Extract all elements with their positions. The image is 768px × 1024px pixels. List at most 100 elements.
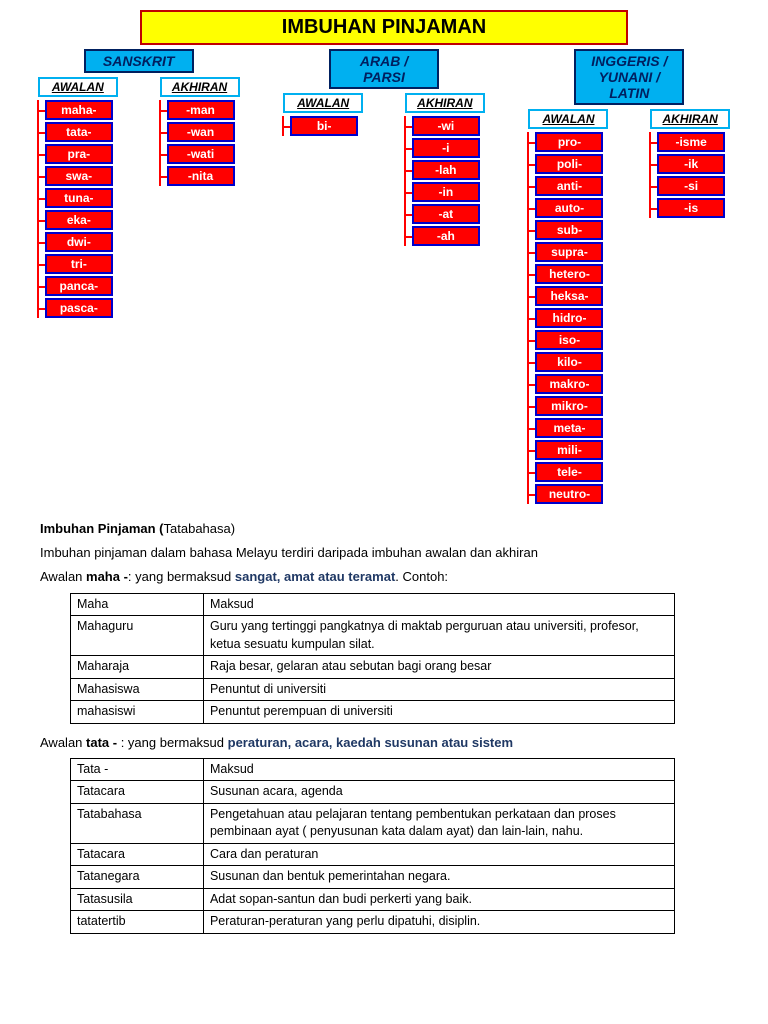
table-row: Tata -Maksud bbox=[71, 758, 675, 781]
table-cell: Guru yang tertinggi pangkatnya di maktab… bbox=[203, 616, 674, 656]
table-row: MahasiswaPenuntut di universiti bbox=[71, 678, 675, 701]
table-row: MaharajaRaja besar, gelaran atau sebutan… bbox=[71, 656, 675, 679]
intro-text: Imbuhan pinjaman dalam bahasa Melayu ter… bbox=[40, 544, 728, 562]
table-cell: Pengetahuan atau pelajaran tentang pembe… bbox=[203, 803, 674, 843]
table-cell: Tatacara bbox=[71, 843, 204, 866]
tata-table: Tata -MaksudTatacaraSusunan acara, agend… bbox=[70, 758, 675, 934]
affix-item: -i bbox=[412, 138, 480, 158]
language-box: INGGERIS /YUNANI /LATIN bbox=[574, 49, 684, 105]
affix-item: poli- bbox=[535, 154, 603, 174]
affix-item: -wati bbox=[167, 144, 235, 164]
chart-title: IMBUHAN PINJAMAN bbox=[140, 10, 628, 45]
affix-item: -is bbox=[657, 198, 725, 218]
subgroup: AWALAN pro-poli-anti-auto-sub-supra-heter… bbox=[511, 109, 627, 504]
table-row: TatasusilaAdat sopan-santun dan budi per… bbox=[71, 888, 675, 911]
subgroup-label: AKHIRAN bbox=[160, 77, 240, 97]
affix-item: -isme bbox=[657, 132, 725, 152]
affix-item: pasca- bbox=[45, 298, 113, 318]
language-box: ARAB /PARSI bbox=[329, 49, 439, 89]
maha-table: MahaMaksudMahaguruGuru yang tertinggi pa… bbox=[70, 593, 675, 724]
affix-item: tri- bbox=[45, 254, 113, 274]
affix-item: pra- bbox=[45, 144, 113, 164]
table-cell: Maksud bbox=[203, 593, 674, 616]
subgroup-label: AWALAN bbox=[283, 93, 363, 113]
table-row: mahasiswiPenuntut perempuan di universit… bbox=[71, 701, 675, 724]
affix-item: hetero- bbox=[535, 264, 603, 284]
affix-item: mikro- bbox=[535, 396, 603, 416]
affix-item: supra- bbox=[535, 242, 603, 262]
table-cell: Mahasiswa bbox=[71, 678, 204, 701]
affix-item: -ah bbox=[412, 226, 480, 246]
affix-item: -wi bbox=[412, 116, 480, 136]
affix-item: -si bbox=[657, 176, 725, 196]
affix-item: pro- bbox=[535, 132, 603, 152]
table-row: MahaMaksud bbox=[71, 593, 675, 616]
affix-item: mili- bbox=[535, 440, 603, 460]
table-cell: tatatertib bbox=[71, 911, 204, 934]
affix-item: auto- bbox=[535, 198, 603, 218]
subgroup: AKHIRAN-wi-i-lah-in-at-ah bbox=[387, 93, 503, 246]
affix-item: -wan bbox=[167, 122, 235, 142]
table-cell: Penuntut perempuan di universiti bbox=[203, 701, 674, 724]
affix-item: eka- bbox=[45, 210, 113, 230]
affix-item: dwi- bbox=[45, 232, 113, 252]
table-cell: Susunan dan bentuk pemerintahan negara. bbox=[203, 866, 674, 889]
table-cell: Maharaja bbox=[71, 656, 204, 679]
maha-intro: Awalan maha -: yang bermaksud sangat, am… bbox=[40, 568, 728, 586]
affix-item: maha- bbox=[45, 100, 113, 120]
affix-item: -nita bbox=[167, 166, 235, 186]
subgroup-label: AKHIRAN bbox=[405, 93, 485, 113]
subgroup: AKHIRAN-isme-ik-si-is bbox=[632, 109, 748, 504]
affix-item: panca- bbox=[45, 276, 113, 296]
affix-item: swa- bbox=[45, 166, 113, 186]
affix-item: neutro- bbox=[535, 484, 603, 504]
subgroup-label: AKHIRAN bbox=[650, 109, 730, 129]
affix-item: kilo- bbox=[535, 352, 603, 372]
table-cell: Tatabahasa bbox=[71, 803, 204, 843]
text-content: Imbuhan Pinjaman (Tatabahasa) Imbuhan pi… bbox=[0, 504, 768, 964]
table-cell: Susunan acara, agenda bbox=[203, 781, 674, 804]
table-row: TatabahasaPengetahuan atau pelajaran ten… bbox=[71, 803, 675, 843]
table-cell: Cara dan peraturan bbox=[203, 843, 674, 866]
subgroup: AWALAN bi- bbox=[265, 93, 381, 246]
section-heading: Imbuhan Pinjaman ( bbox=[40, 521, 164, 536]
subgroup-label: AWALAN bbox=[38, 77, 118, 97]
table-cell: Raja besar, gelaran atau sebutan bagi or… bbox=[203, 656, 674, 679]
table-cell: mahasiswi bbox=[71, 701, 204, 724]
table-cell: Mahaguru bbox=[71, 616, 204, 656]
affix-item: iso- bbox=[535, 330, 603, 350]
table-row: TatanegaraSusunan dan bentuk pemerintaha… bbox=[71, 866, 675, 889]
table-cell: Tatacara bbox=[71, 781, 204, 804]
table-row: tatatertibPeraturan-peraturan yang perlu… bbox=[71, 911, 675, 934]
table-row: TatacaraCara dan peraturan bbox=[71, 843, 675, 866]
affix-item: meta- bbox=[535, 418, 603, 438]
affix-item: tuna- bbox=[45, 188, 113, 208]
subgroup: AWALAN maha-tata-pra-swa-tuna-eka-dwi-tri… bbox=[20, 77, 136, 318]
affix-item: heksa- bbox=[535, 286, 603, 306]
affix-item: sub- bbox=[535, 220, 603, 240]
affix-item: anti- bbox=[535, 176, 603, 196]
affix-item: -man bbox=[167, 100, 235, 120]
table-cell: Tatasusila bbox=[71, 888, 204, 911]
table-cell: Peraturan-peraturan yang perlu dipatuhi,… bbox=[203, 911, 674, 934]
affix-item: -lah bbox=[412, 160, 480, 180]
tata-intro: Awalan tata - : yang bermaksud peraturan… bbox=[40, 734, 728, 752]
hierarchy-chart: IMBUHAN PINJAMAN SANSKRIT AWALAN maha-tata… bbox=[0, 0, 768, 504]
affix-item: -in bbox=[412, 182, 480, 202]
language-branch: INGGERIS /YUNANI /LATIN AWALAN pro-poli-an… bbox=[511, 49, 748, 504]
table-cell: Penuntut di universiti bbox=[203, 678, 674, 701]
table-cell: Maha bbox=[71, 593, 204, 616]
subgroup: AKHIRAN -man-wan-wati-nita bbox=[142, 77, 258, 318]
language-box: SANSKRIT bbox=[84, 49, 194, 73]
affix-item: bi- bbox=[290, 116, 358, 136]
table-cell: Maksud bbox=[203, 758, 674, 781]
affix-item: tata- bbox=[45, 122, 113, 142]
table-cell: Tatanegara bbox=[71, 866, 204, 889]
table-row: MahaguruGuru yang tertinggi pangkatnya d… bbox=[71, 616, 675, 656]
table-cell: Adat sopan-santun dan budi perkerti yang… bbox=[203, 888, 674, 911]
subgroup-label: AWALAN bbox=[528, 109, 608, 129]
table-row: TatacaraSusunan acara, agenda bbox=[71, 781, 675, 804]
affix-item: tele- bbox=[535, 462, 603, 482]
affix-item: makro- bbox=[535, 374, 603, 394]
affix-item: hidro- bbox=[535, 308, 603, 328]
